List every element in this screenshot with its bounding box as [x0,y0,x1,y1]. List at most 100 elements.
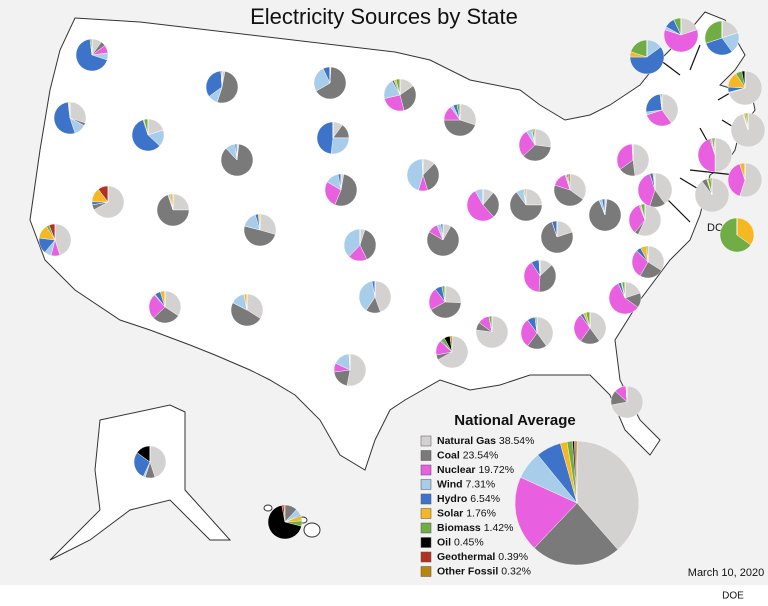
legend-label: Biomass 1.42% [437,522,513,534]
pie-slice [629,46,665,75]
legend-swatch [420,566,432,577]
legend-name: Natural Gas [437,435,496,447]
pie-slice [426,225,460,257]
pie-slice [230,302,261,327]
pie-slice [315,66,347,100]
legend-name: Coal [437,449,460,461]
legend-value: 0.39% [498,551,528,563]
pie-slice [358,281,376,311]
legend-name: Hydro [437,493,467,505]
pie-slice [316,121,334,155]
pie-slice [243,225,276,247]
pie-slice [54,223,72,256]
pie-slice [569,173,587,200]
pie-slice [588,198,622,232]
legend-name: Biomass [437,522,481,534]
pie-slice [430,301,462,319]
legend-value: 0.45% [454,536,484,548]
pie-slice [346,353,367,387]
pie-slice [205,70,223,97]
legend-name: Oil [437,536,451,548]
pie-slice [697,138,716,173]
pie-slice [616,143,634,170]
pie-slice [719,217,752,253]
pie-slice [443,119,476,137]
pie-slice [437,335,469,369]
pie-slice [727,163,746,197]
pie-slice [710,177,713,196]
pie-slice [93,185,125,219]
pie-slice [628,204,646,233]
dc-label: DC [707,222,723,234]
pie-slice [324,181,342,206]
pie-slice [131,119,160,152]
pie-slice [637,173,656,207]
legend-swatch [420,551,432,563]
pie-slice [646,109,672,127]
pie-slice [518,131,536,157]
pie-slice [523,144,552,162]
legend-label: Geothermal 0.39% [437,551,528,563]
legend-name: Nuclear [437,464,476,476]
legend-label: Solar 1.76% [437,507,496,519]
pie-slice [399,85,417,111]
pie-slice [714,137,733,173]
legend-value: 1.42% [484,522,514,534]
pie-slice [133,452,151,477]
legend-swatch [420,479,432,490]
pie-slice [533,128,536,146]
legend-label: Wind 7.31% [437,478,495,490]
pie-slice [538,264,557,293]
pie-slice [466,190,494,222]
legend-value: 0.32% [501,565,531,577]
legend-value: 1.76% [466,507,496,519]
pie-slice [567,173,571,191]
pie-slice [343,228,361,257]
pie-slice [359,229,377,260]
legend-name: Solar [437,507,463,519]
pie-slice [406,158,424,191]
legend-label: Nuclear 19.72% [437,464,514,476]
pie-slice [53,101,76,135]
legend-label: Other Fossil 0.32% [437,565,531,577]
pie-slice [575,440,578,504]
alaska-outline [49,404,232,561]
legend-value: 6.54% [470,493,500,505]
pie-slice [422,163,440,191]
pie-slice [663,29,699,53]
pie-slice [608,283,639,315]
legend-name: Wind [437,478,463,490]
legend-swatch [420,493,432,505]
pie-slice [156,194,190,227]
pie-slice [536,316,554,347]
map-title: Electricity Sources by State [250,4,518,29]
pie-slice [632,143,650,177]
pie-slice [509,191,543,222]
pie-slice [267,505,302,540]
pie-slice [520,319,538,347]
legend-label: Hydro 6.54% [437,493,500,505]
pie-slice [736,217,755,246]
date-label: March 10, 2020 [688,567,764,579]
legend-swatch [420,450,432,461]
pie-slice [573,314,591,342]
pie-slice [374,280,392,313]
pie-slice [705,37,733,56]
pie-slice [69,101,87,124]
legend-label: Natural Gas 38.54% [437,435,535,447]
legend-swatch [420,537,432,548]
pie-slice [75,38,108,72]
pie-slice [334,174,358,207]
legend-label: Coal 23.54% [437,449,498,461]
pie-slice [576,440,640,550]
legend-name: Geothermal [437,551,495,563]
pie-slice [739,162,763,198]
legend-label: Oil 0.45% [437,536,484,548]
pie-slice [259,213,277,235]
pie-slice [149,445,167,478]
legend-value: 23.54% [463,449,499,461]
pie-slice [728,70,763,106]
pie-slice [482,192,500,218]
pie-slice [540,221,574,254]
